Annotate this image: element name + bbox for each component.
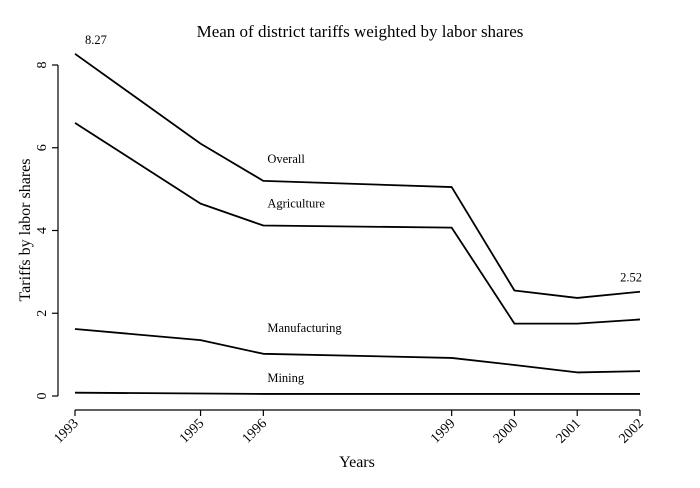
x-tick-label: 1995	[177, 416, 207, 446]
series-label-overall: Overall	[267, 152, 305, 166]
x-tick-label: 2001	[554, 416, 584, 446]
data-labels: 8.27 2.52	[85, 33, 642, 285]
series-label-manufacturing: Manufacturing	[267, 321, 342, 335]
x-tick-label: 1993	[51, 416, 81, 446]
chart-title: Mean of district tariffs weighted by lab…	[197, 22, 524, 41]
data-label: 2.52	[620, 271, 642, 285]
series-label-agriculture: Agriculture	[267, 197, 325, 211]
x-tick-label: 1999	[428, 416, 458, 446]
x-tick-label: 2002	[616, 416, 646, 446]
y-tick-label: 8	[35, 62, 50, 69]
series-label-mining: Mining	[267, 371, 305, 385]
y-tick-label: 0	[35, 393, 50, 400]
series-line-overall	[74, 53, 641, 299]
y-tick-label: 6	[35, 144, 50, 151]
y-tick-label: 4	[35, 227, 50, 234]
series-line-mining	[74, 391, 640, 395]
y-axis-label: Tariffs by labor shares	[17, 159, 34, 302]
series-line-agriculture	[74, 122, 641, 325]
axes: 0 2 4 6 8 1993 1995 1996 1999 2000 2001 2002	[35, 62, 647, 447]
y-tick-label: 2	[35, 310, 50, 317]
x-axis-label: Years	[339, 454, 375, 471]
series-lines	[74, 53, 641, 395]
series-labels: Overall Agriculture Manufacturing Mining	[267, 152, 342, 385]
x-tick-label: 1996	[240, 416, 270, 446]
data-label: 8.27	[85, 33, 107, 47]
series-line-manufacturing	[74, 328, 641, 374]
x-tick-label: 2000	[491, 416, 521, 446]
